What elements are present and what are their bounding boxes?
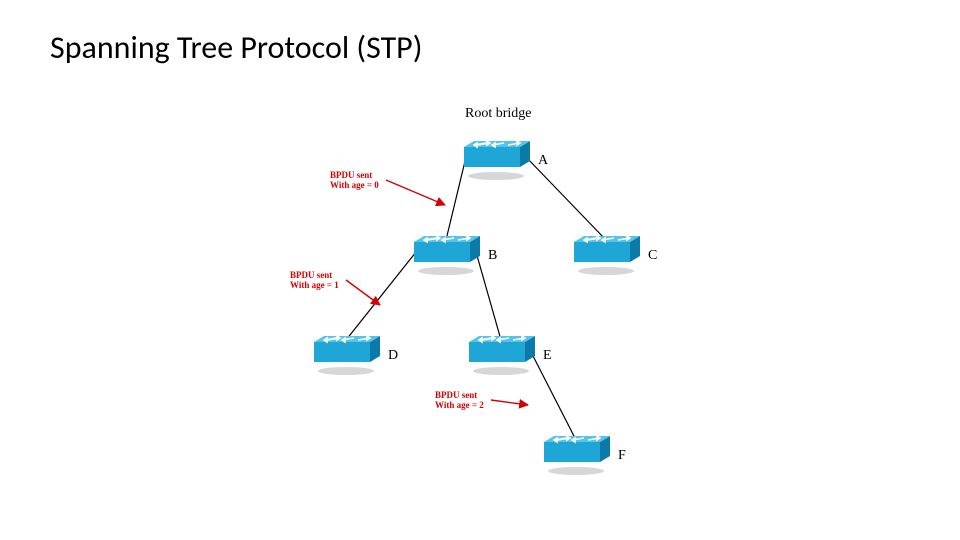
switch-node-f	[540, 430, 612, 476]
switch-node-d	[310, 330, 382, 376]
bpdu-line2: With age = 2	[435, 400, 484, 410]
bpdu-line1: BPDU sent	[290, 270, 332, 280]
bpdu-line1: BPDU sent	[330, 170, 372, 180]
edge-a-c	[526, 157, 606, 240]
bpdu-annotation-1: BPDU sentWith age = 1	[290, 270, 339, 291]
bpdu-arrow-0	[386, 180, 445, 205]
switch-label-d: D	[388, 348, 398, 364]
switch-label-e: E	[543, 348, 552, 364]
switch-label-f: F	[618, 448, 626, 464]
switch-node-a	[460, 135, 532, 181]
bpdu-annotation-0: BPDU sentWith age = 0	[330, 170, 379, 191]
stp-diagram: Root bridge A	[240, 100, 720, 520]
switch-node-c	[570, 230, 642, 276]
switch-label-a: A	[538, 153, 548, 169]
bpdu-line2: With age = 1	[290, 280, 339, 290]
switch-node-e	[465, 330, 537, 376]
bpdu-arrow-1	[346, 280, 380, 305]
switch-label-c: C	[648, 248, 657, 264]
bpdu-arrow-2	[491, 400, 528, 405]
root-bridge-label: Root bridge	[465, 106, 532, 122]
bpdu-annotation-2: BPDU sentWith age = 2	[435, 390, 484, 411]
edge-e-f	[531, 352, 576, 440]
switch-label-b: B	[488, 248, 497, 264]
slide-title: Spanning Tree Protocol (STP)	[50, 28, 422, 67]
slide: Spanning Tree Protocol (STP) Root bridge	[0, 0, 960, 540]
bpdu-line1: BPDU sent	[435, 390, 477, 400]
edge-b-d	[346, 252, 416, 340]
switch-node-b	[410, 230, 482, 276]
bpdu-line2: With age = 0	[330, 180, 379, 190]
